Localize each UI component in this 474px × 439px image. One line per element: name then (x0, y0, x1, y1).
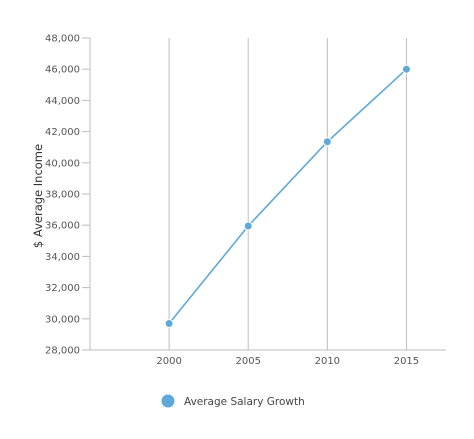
y-tick-label: 34,000 (45, 252, 80, 263)
y-tick-label: 40,000 (45, 158, 80, 169)
y-tick-label: 36,000 (45, 221, 80, 232)
y-tick-label: 38,000 (45, 190, 80, 201)
y-tick-label: 28,000 (45, 346, 80, 357)
data-point (401, 64, 411, 74)
x-tick-label: 2005 (235, 356, 260, 367)
grid (168, 38, 407, 350)
y-tick-label: 32,000 (45, 283, 80, 294)
axes: 28,000 30,000 32,000 34,000 36,000 38,000 40,0… (31, 34, 446, 367)
y-tick-label: 30,000 (45, 314, 80, 325)
data-point (243, 221, 253, 231)
x-tick-label: 2010 (315, 356, 340, 367)
series-line (168, 68, 407, 324)
y-axis-label: $ Average Income (31, 144, 45, 248)
y-tick-label: 48,000 (45, 34, 80, 45)
data-point (164, 318, 174, 328)
legend-label: Average Salary Growth (184, 396, 305, 408)
data-point (322, 137, 332, 147)
x-tick-label: 2015 (394, 356, 419, 367)
y-tick-label: 42,000 (45, 127, 80, 138)
y-tick-label: 44,000 (45, 96, 80, 107)
x-tick-label: 2000 (156, 356, 181, 367)
legend-marker (161, 394, 175, 408)
y-tick-label: 46,000 (45, 65, 80, 76)
series (164, 64, 411, 328)
legend: Average Salary Growth (161, 394, 305, 408)
